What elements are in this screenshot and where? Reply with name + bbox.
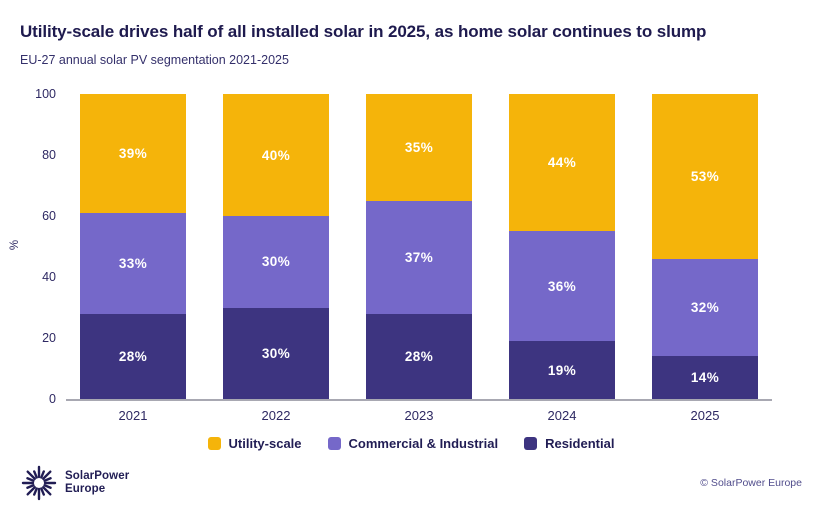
bar-segment-utility-scale: 39%	[80, 94, 186, 213]
y-tick-label: 80	[42, 148, 56, 162]
bar-value-label: 32%	[690, 299, 720, 315]
legend-label: Commercial & Industrial	[348, 436, 499, 451]
y-tick-label: 100	[35, 87, 56, 101]
bar-value-label: 39%	[118, 145, 148, 161]
bar-segment-residential: 14%	[652, 356, 758, 399]
y-axis-title: %	[9, 239, 22, 250]
stacked-bar-2025: 53% 32% 14%	[652, 94, 758, 399]
legend-swatch	[524, 437, 538, 450]
bar-value-label: 19%	[547, 362, 577, 378]
stacked-bar-2022: 40% 30% 30%	[223, 94, 329, 399]
bar-segment-utility-scale: 53%	[652, 94, 758, 259]
legend-item-residential: Residential	[524, 436, 614, 451]
bar-value-label: 40%	[261, 147, 291, 163]
bar-value-label: 36%	[547, 278, 577, 294]
bar-segment-commercial-industrial: 30%	[223, 216, 329, 308]
x-axis: 2021 2022 2023 2024 2025	[20, 401, 802, 423]
chart-area: % 0 20 40 60 80 100 39% 33% 28% 40% 30% 30% 35% 37% 2…	[9, 87, 802, 406]
legend-swatch	[207, 437, 221, 450]
bar-segment-residential: 19%	[509, 341, 615, 399]
y-tick-label: 60	[42, 209, 56, 223]
x-tick-label: 2022	[261, 408, 291, 423]
legend: Utility-scale Commercial & Industrial Resi…	[20, 436, 802, 451]
bar-segment-utility-scale: 44%	[509, 94, 615, 232]
bar-segment-residential: 28%	[366, 313, 472, 399]
bar-value-label: 28%	[404, 348, 434, 364]
chart-title: Utility-scale drives half of all install…	[20, 22, 707, 41]
plot-area: 39% 33% 28% 40% 30% 30% 35% 37% 28% 44% 36% 19% 53% 3…	[66, 94, 772, 401]
legend-item-commercial-industrial: Commercial & Industrial	[327, 436, 499, 451]
bar-segment-commercial-industrial: 33%	[80, 212, 186, 314]
solarpower-logo: SolarPower Europe	[20, 464, 129, 502]
bar-segment-utility-scale: 35%	[366, 94, 472, 201]
stacked-bar-2023: 35% 37% 28%	[366, 94, 472, 399]
bar-value-label: 35%	[404, 139, 434, 155]
sun-rays	[21, 465, 57, 501]
bar-value-label: 44%	[547, 155, 577, 171]
bar-segment-commercial-industrial: 36%	[509, 231, 615, 342]
bar-value-label: 14%	[690, 370, 720, 386]
logo-line-2: Europe	[65, 483, 106, 495]
y-tick-label: 0	[49, 392, 56, 406]
bar-value-label: 28%	[118, 348, 148, 364]
bar-value-label: 33%	[118, 255, 148, 271]
bar-value-label: 30%	[261, 254, 291, 270]
legend-swatch	[327, 437, 341, 450]
y-axis: % 0 20 40 60 80 100	[9, 87, 66, 406]
y-tick-label: 40	[42, 270, 56, 284]
bar-segment-residential: 28%	[80, 313, 186, 399]
bar-segment-residential: 30%	[223, 307, 329, 399]
legend-label: Utility-scale	[228, 436, 302, 451]
bar-segment-utility-scale: 40%	[223, 94, 329, 216]
bar-value-label: 30%	[261, 345, 291, 361]
legend-label: Residential	[545, 436, 615, 451]
sun-icon	[20, 464, 58, 502]
logo-text: SolarPower Europe	[65, 470, 129, 496]
x-tick-label: 2021	[118, 408, 148, 423]
bar-segment-commercial-industrial: 37%	[366, 200, 472, 314]
x-axis-labels: 2021 2022 2023 2024 2025	[66, 401, 772, 423]
footer: SolarPower Europe © SolarPower Europe	[20, 464, 802, 502]
stacked-bar-2021: 39% 33% 28%	[80, 94, 186, 399]
copyright-text: © SolarPower Europe	[700, 477, 802, 489]
bar-value-label: 37%	[404, 249, 434, 265]
x-tick-label: 2025	[690, 408, 720, 423]
bar-segment-commercial-industrial: 32%	[652, 258, 758, 357]
x-tick-label: 2023	[404, 408, 434, 423]
chart-subtitle: EU-27 annual solar PV segmentation 2021-…	[20, 53, 289, 67]
stacked-bar-2024: 44% 36% 19%	[509, 94, 615, 399]
x-tick-label: 2024	[547, 408, 577, 423]
y-tick-label: 20	[42, 331, 56, 345]
bar-value-label: 53%	[690, 168, 720, 184]
logo-line-1: SolarPower	[65, 470, 130, 483]
legend-item-utility-scale: Utility-scale	[207, 436, 302, 451]
